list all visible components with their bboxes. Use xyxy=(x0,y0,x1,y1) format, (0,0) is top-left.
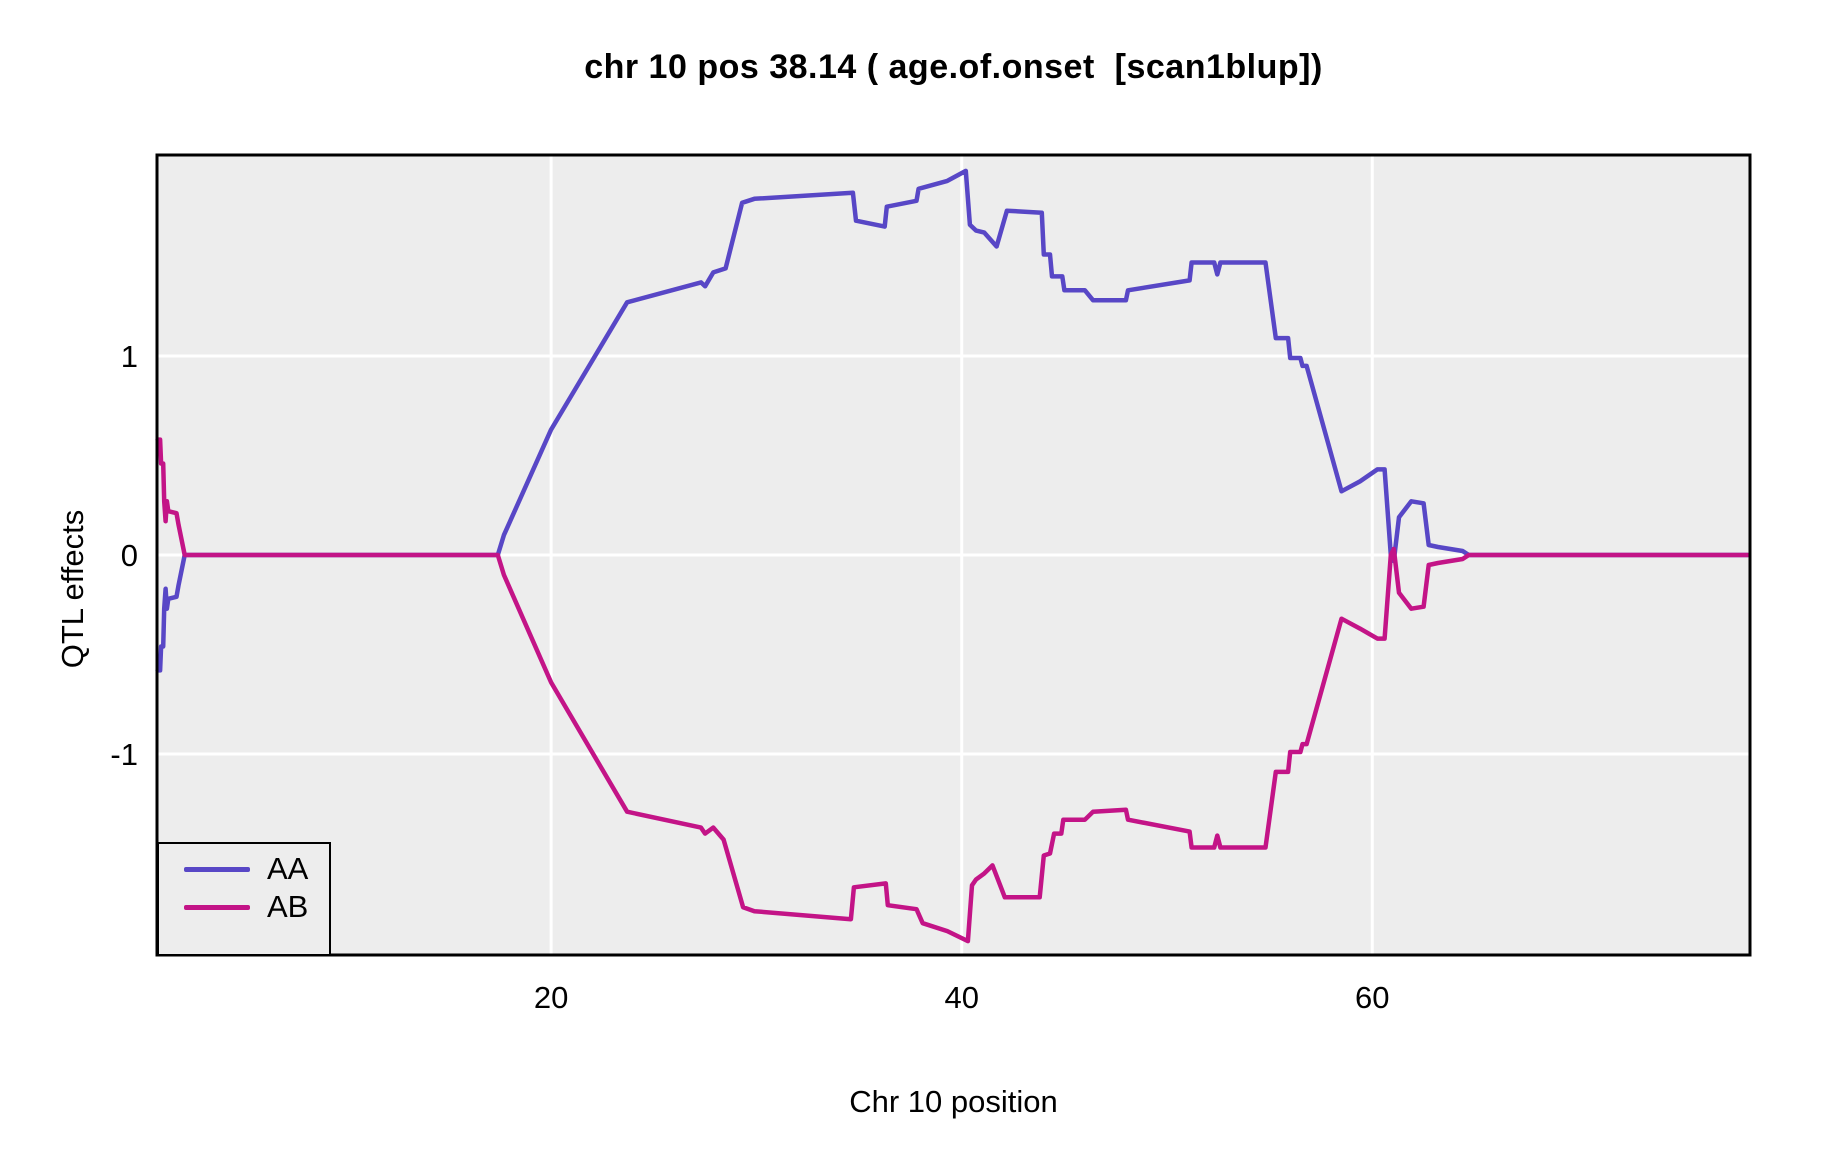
series-line-ab xyxy=(155,437,1751,944)
y-tick-label: 1 xyxy=(121,339,138,374)
legend-label-ab: AB xyxy=(267,889,309,924)
legend-entry-aa: AA xyxy=(159,850,329,888)
series-lines xyxy=(155,168,1751,944)
legend-line-aa-icon xyxy=(184,867,250,872)
legend-label-aa: AA xyxy=(267,851,309,886)
legend-line-ab-icon xyxy=(184,905,250,910)
plot-panel-border xyxy=(155,153,1752,957)
x-tick-label: 20 xyxy=(534,980,568,1015)
legend-entry-ab: AB xyxy=(159,888,329,926)
series-line-aa xyxy=(155,168,1751,673)
legend-box: AA AB xyxy=(157,842,331,956)
x-axis-tick-labels: 20 40 60 xyxy=(534,980,1390,1015)
y-tick-label: -1 xyxy=(110,737,138,772)
x-tick-label: 60 xyxy=(1355,980,1389,1015)
y-axis-tick-labels: -1 0 1 xyxy=(110,339,138,772)
chart-title: chr 10 pos 38.14 ( age.of.onset [scan1bl… xyxy=(584,48,1323,86)
x-axis-title: Chr 10 position xyxy=(849,1084,1058,1119)
y-tick-label: 0 xyxy=(121,538,138,573)
x-tick-label: 40 xyxy=(944,980,978,1015)
